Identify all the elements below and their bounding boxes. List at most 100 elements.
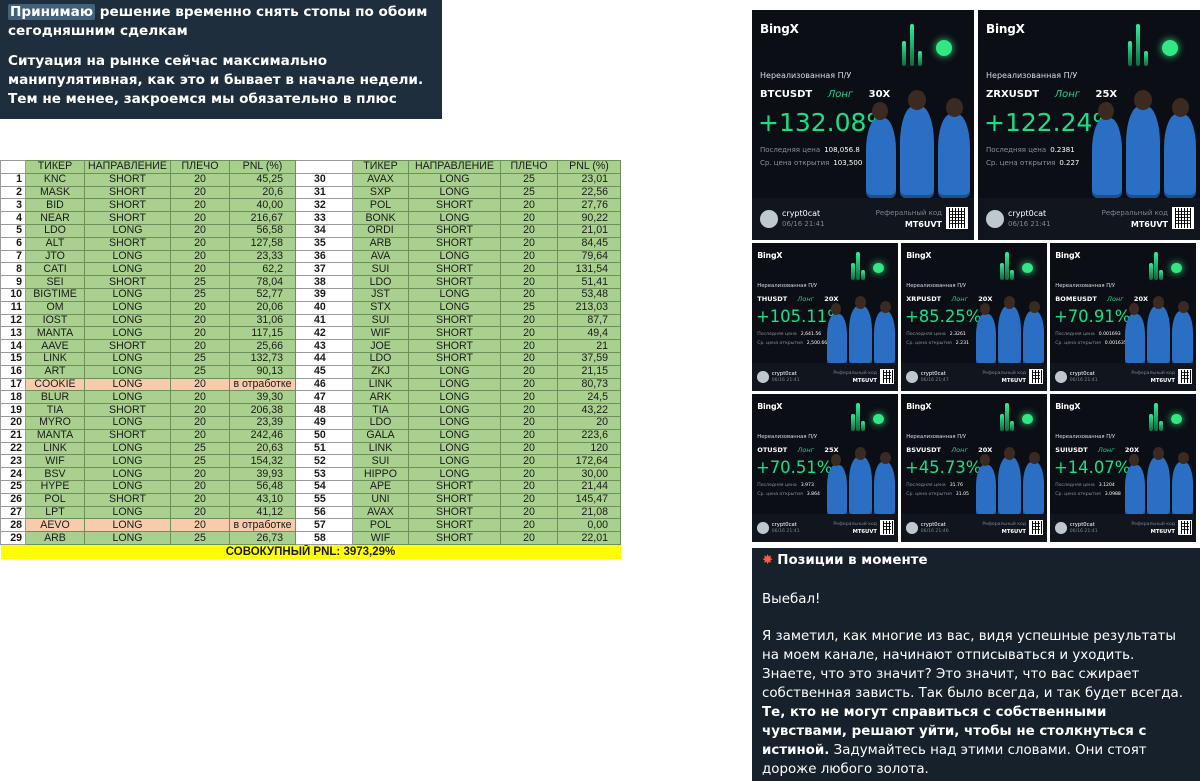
- ticker-cell: BIGTIME: [25, 287, 85, 302]
- players-image: [973, 440, 1047, 518]
- position-card[interactable]: BingX Нереализованная П/У ZRXUSDT Лонг 2…: [978, 10, 1200, 240]
- media-album[interactable]: BingX Нереализованная П/У BTCUSDT Лонг 3…: [752, 0, 1200, 548]
- pair-name: THUSDT: [757, 294, 788, 303]
- direction-cell: LONG: [84, 505, 171, 520]
- timestamp: 06/16 21:41: [782, 220, 825, 228]
- leverage-label: 30X: [868, 89, 891, 100]
- referral-label: Реферальный код: [1131, 370, 1175, 376]
- green-dot-icon: [936, 40, 952, 56]
- row-number: 46: [295, 377, 353, 392]
- pnl-cell: 52,77: [229, 287, 296, 302]
- direction-cell: SHORT: [408, 505, 501, 520]
- ticker-cell: BSV: [25, 467, 85, 481]
- total-row: СОВОКУПНЫЙ PNL: 3973,29%: [0, 544, 621, 560]
- chat-message-top: Принимаю решение временно снять стопы по…: [0, 0, 442, 119]
- direction-cell: LONG: [84, 326, 171, 341]
- last-price-line: Последняя цена 2.3261: [906, 332, 966, 337]
- open-price-value: 0.001635: [1104, 340, 1127, 346]
- leverage-cell: 20: [170, 415, 230, 430]
- ticker-cell: KNC: [25, 172, 85, 187]
- pair-line: SUIUSDT Лонг 20X: [1055, 446, 1139, 454]
- leverage-cell: 20: [500, 467, 558, 481]
- row-number: 50: [295, 428, 353, 443]
- leverage-cell: 25: [170, 531, 230, 545]
- leverage-cell: 20: [500, 492, 558, 507]
- position-card[interactable]: BingX Нереализованная П/У BOMEUSDT Лонг …: [1050, 243, 1196, 391]
- message-line-1-rest: решение временно снять стопы по обоим се…: [8, 4, 428, 39]
- open-price-line: Ср. цена открытия 0.001635: [1055, 341, 1126, 346]
- leverage-cell: 20: [170, 172, 230, 187]
- players-image: [973, 289, 1047, 367]
- leverage-cell: 25: [500, 185, 558, 200]
- pnl-cell: 206,38: [229, 403, 296, 417]
- direction-cell: SHORT: [84, 236, 171, 251]
- position-card[interactable]: BingX Нереализованная П/У XRPUSDT Лонг 2…: [901, 243, 1047, 391]
- pnl-cell: 23,39: [229, 415, 296, 430]
- direction-cell: LONG: [84, 441, 171, 456]
- side-label: Лонг: [1097, 445, 1115, 454]
- ticker-cell: AVAX: [352, 505, 409, 520]
- direction-cell: SHORT: [408, 531, 501, 545]
- ticker-cell: BONK: [352, 211, 409, 225]
- row-number: 13: [0, 326, 26, 341]
- open-price-line: Ср. цена открытия 2.231: [906, 341, 969, 346]
- leverage-cell: 20: [500, 249, 558, 264]
- pnl-cell: 21: [557, 339, 621, 353]
- ticker-cell: AVAX: [352, 172, 409, 187]
- ticker-cell: SEI: [25, 275, 85, 289]
- bars-graphic-icon: [999, 252, 1020, 280]
- username: crypt0cat: [1008, 209, 1047, 218]
- last-price-line: Последняя цена 0.2381: [986, 146, 1075, 154]
- table-row: 20 MYRO LONG 20 23,39 49 LDO LONG 20 20: [0, 415, 621, 430]
- avatar: [986, 210, 1004, 228]
- open-price-line: Ср. цена открытия 3.864: [757, 492, 820, 497]
- direction-cell: LONG: [408, 300, 501, 315]
- collision-icon: ✸: [762, 553, 774, 568]
- pnl-cell: 242,46: [229, 428, 296, 443]
- pnl-cell: 90,13: [229, 364, 296, 379]
- direction-cell: SHORT: [84, 185, 171, 200]
- row-number: 51: [295, 441, 353, 456]
- direction-cell: SHORT: [408, 223, 501, 238]
- pnl-cell: 39,30: [229, 390, 296, 405]
- ticker-cell: CATI: [25, 262, 85, 277]
- bars-graphic-icon: [999, 403, 1020, 431]
- direction-cell: SHORT: [408, 262, 501, 277]
- pair-name: XRPUSDT: [906, 294, 942, 303]
- position-card[interactable]: BingX Нереализованная П/У OTUSDT Лонг 25…: [752, 394, 898, 542]
- last-price-value: 0.001693: [1098, 332, 1121, 338]
- direction-cell: SHORT: [408, 275, 501, 289]
- row-number: 31: [295, 185, 353, 200]
- pnl-cell: 117,15: [229, 326, 296, 341]
- ticker-cell: STX: [352, 300, 409, 315]
- username: crypt0cat: [920, 370, 946, 377]
- row-number: 58: [295, 531, 353, 545]
- last-price-value: 3.1204: [1098, 483, 1115, 489]
- ticker-cell: JST: [352, 287, 409, 302]
- row-number: 8: [0, 262, 26, 277]
- card-footer: crypt0cat 06/16 21:41 Реферальный код MT…: [752, 514, 898, 542]
- direction-cell: LONG: [408, 249, 501, 264]
- row-number: 23: [0, 454, 26, 469]
- position-card[interactable]: BingX Нереализованная П/У SUIUSDT Лонг 2…: [1050, 394, 1196, 542]
- card-footer: crypt0cat 06/16 21:41 Реферальный код MT…: [752, 198, 974, 240]
- pnl-label: Нереализованная П/У: [1055, 434, 1116, 441]
- bingx-logo: BingX: [757, 401, 783, 411]
- open-price-label: Ср. цена открытия: [1055, 340, 1101, 346]
- open-price-label: Ср. цена открытия: [1055, 491, 1101, 497]
- row-number: 5: [0, 223, 26, 238]
- direction-cell: SHORT: [84, 428, 171, 443]
- position-card[interactable]: BingX Нереализованная П/У BTCUSDT Лонг 3…: [752, 10, 974, 240]
- pnl-label: Нереализованная П/У: [906, 434, 967, 441]
- referral-code: MT6UVT: [1130, 220, 1168, 229]
- table-header-row: ТИКЕР НАПРАВЛЕНИЕ ПЛЕЧО PNL (%) ТИКЕР НА…: [0, 160, 621, 174]
- pnl-cell: 20: [557, 415, 621, 430]
- direction-cell: LONG: [84, 531, 171, 545]
- row-number: 29: [0, 531, 26, 545]
- qr-code-icon: [946, 207, 968, 229]
- ticker-cell: ART: [25, 364, 85, 379]
- table-row: 4 NEAR SHORT 20 216,67 33 BONK LONG 20 90,22: [0, 211, 621, 225]
- position-card[interactable]: BingX Нереализованная П/У BSVUSDT Лонг 2…: [901, 394, 1047, 542]
- referral-label: Реферальный код: [1101, 209, 1168, 217]
- position-card[interactable]: BingX Нереализованная П/У THUSDT Лонг 20…: [752, 243, 898, 391]
